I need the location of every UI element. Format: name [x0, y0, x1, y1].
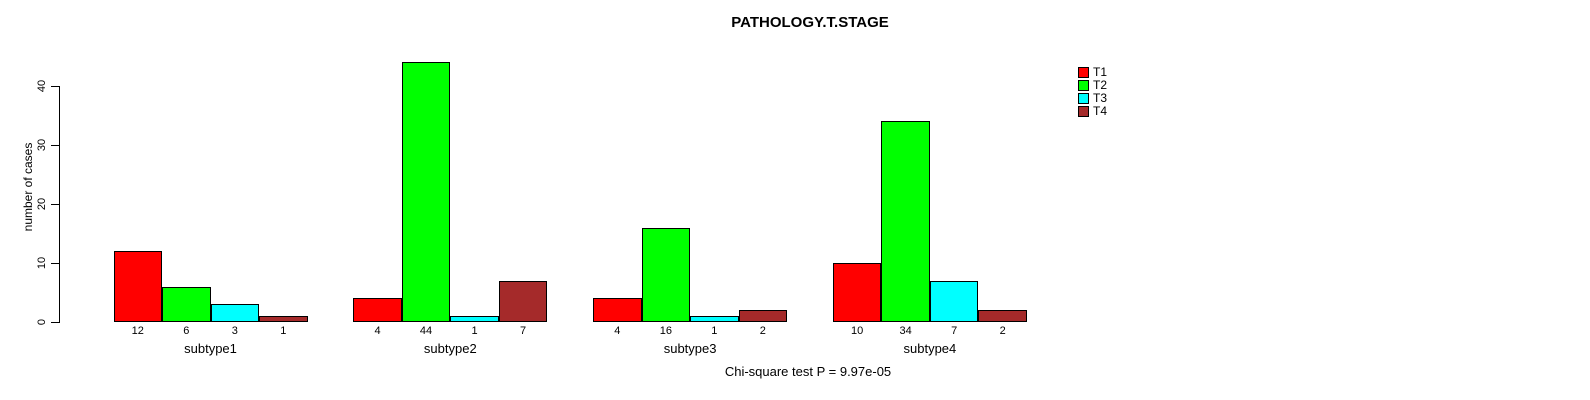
bar-t2-subtype2 [401, 62, 451, 322]
bar-t3-subtype2 [450, 316, 499, 322]
legend-swatch-t1 [1078, 67, 1089, 78]
bar-t3-subtype1 [210, 304, 259, 322]
legend-label: T1 [1093, 65, 1108, 79]
legend-swatch-t4 [1078, 106, 1089, 117]
y-axis-tick [51, 203, 59, 205]
bar-t1-subtype4 [832, 263, 882, 322]
chart-title: PATHOLOGY.T.STAGE [731, 14, 889, 31]
x-category-label: subtype2 [423, 341, 477, 356]
y-axis-tick-label: 10 [36, 256, 48, 270]
y-axis-tick [51, 85, 59, 87]
bar-value-label: 10 [851, 325, 864, 337]
legend-label: T4 [1093, 104, 1108, 118]
bar-t2-subtype3 [641, 227, 691, 322]
bar-value-label: 16 [659, 325, 672, 337]
bar-value-label: 4 [374, 325, 381, 337]
legend-item-t4: T4 [1078, 105, 1107, 118]
x-category-label: subtype3 [663, 341, 717, 356]
bar-value-label: 2 [999, 325, 1006, 337]
bar-value-label: 7 [519, 325, 527, 337]
legend-label: T3 [1093, 91, 1108, 105]
y-axis-tick-label: 40 [36, 79, 48, 93]
bar-value-label: 44 [419, 325, 433, 337]
bar-t4-subtype2 [498, 280, 548, 322]
bar-value-label: 12 [131, 325, 144, 337]
bar-value-label: 4 [614, 325, 621, 337]
y-axis-label: number of cases [21, 142, 35, 232]
bar-t4-subtype3 [738, 310, 788, 322]
y-axis-line [59, 86, 60, 323]
legend-label: T2 [1093, 78, 1108, 92]
legend-item-t2: T2 [1078, 79, 1107, 92]
bar-value-label: 1 [711, 325, 718, 337]
legend-swatch-t3 [1078, 93, 1089, 104]
legend-item-t1: T1 [1078, 66, 1107, 79]
y-axis-tick-label: 30 [36, 138, 48, 152]
bar-t3-subtype4 [929, 280, 979, 322]
bar-t1-subtype3 [593, 298, 642, 322]
x-category-label: subtype1 [184, 341, 237, 356]
bar-value-label: 2 [759, 325, 766, 337]
bar-t1-subtype2 [353, 298, 402, 322]
bar-value-label: 1 [280, 325, 287, 337]
bar-t1-subtype1 [113, 251, 162, 322]
bar-t4-subtype4 [978, 310, 1027, 322]
y-axis-tick-label: 20 [36, 197, 48, 211]
bar-value-label: 3 [231, 325, 238, 337]
bar-t2-subtype1 [162, 286, 211, 322]
legend-swatch-t2 [1078, 80, 1089, 91]
bar-value-label: 34 [899, 325, 912, 337]
bar-value-label: 6 [183, 325, 190, 337]
bar-value-label: 1 [471, 325, 478, 337]
x-category-label: subtype4 [903, 341, 957, 356]
bar-t4-subtype1 [259, 316, 308, 322]
y-axis-tick [51, 321, 59, 323]
y-axis-tick-label: 0 [36, 318, 48, 326]
bar-value-label: 7 [951, 325, 958, 337]
legend-item-t3: T3 [1078, 92, 1107, 105]
chart-annotation: Chi-square test P = 9.97e-05 [724, 364, 892, 379]
bar-t2-subtype4 [881, 121, 930, 322]
y-axis-tick [51, 144, 59, 146]
y-axis-tick [51, 262, 59, 264]
bar-t3-subtype3 [690, 316, 739, 322]
legend: T1 T2 T3 T4 [1078, 66, 1107, 118]
